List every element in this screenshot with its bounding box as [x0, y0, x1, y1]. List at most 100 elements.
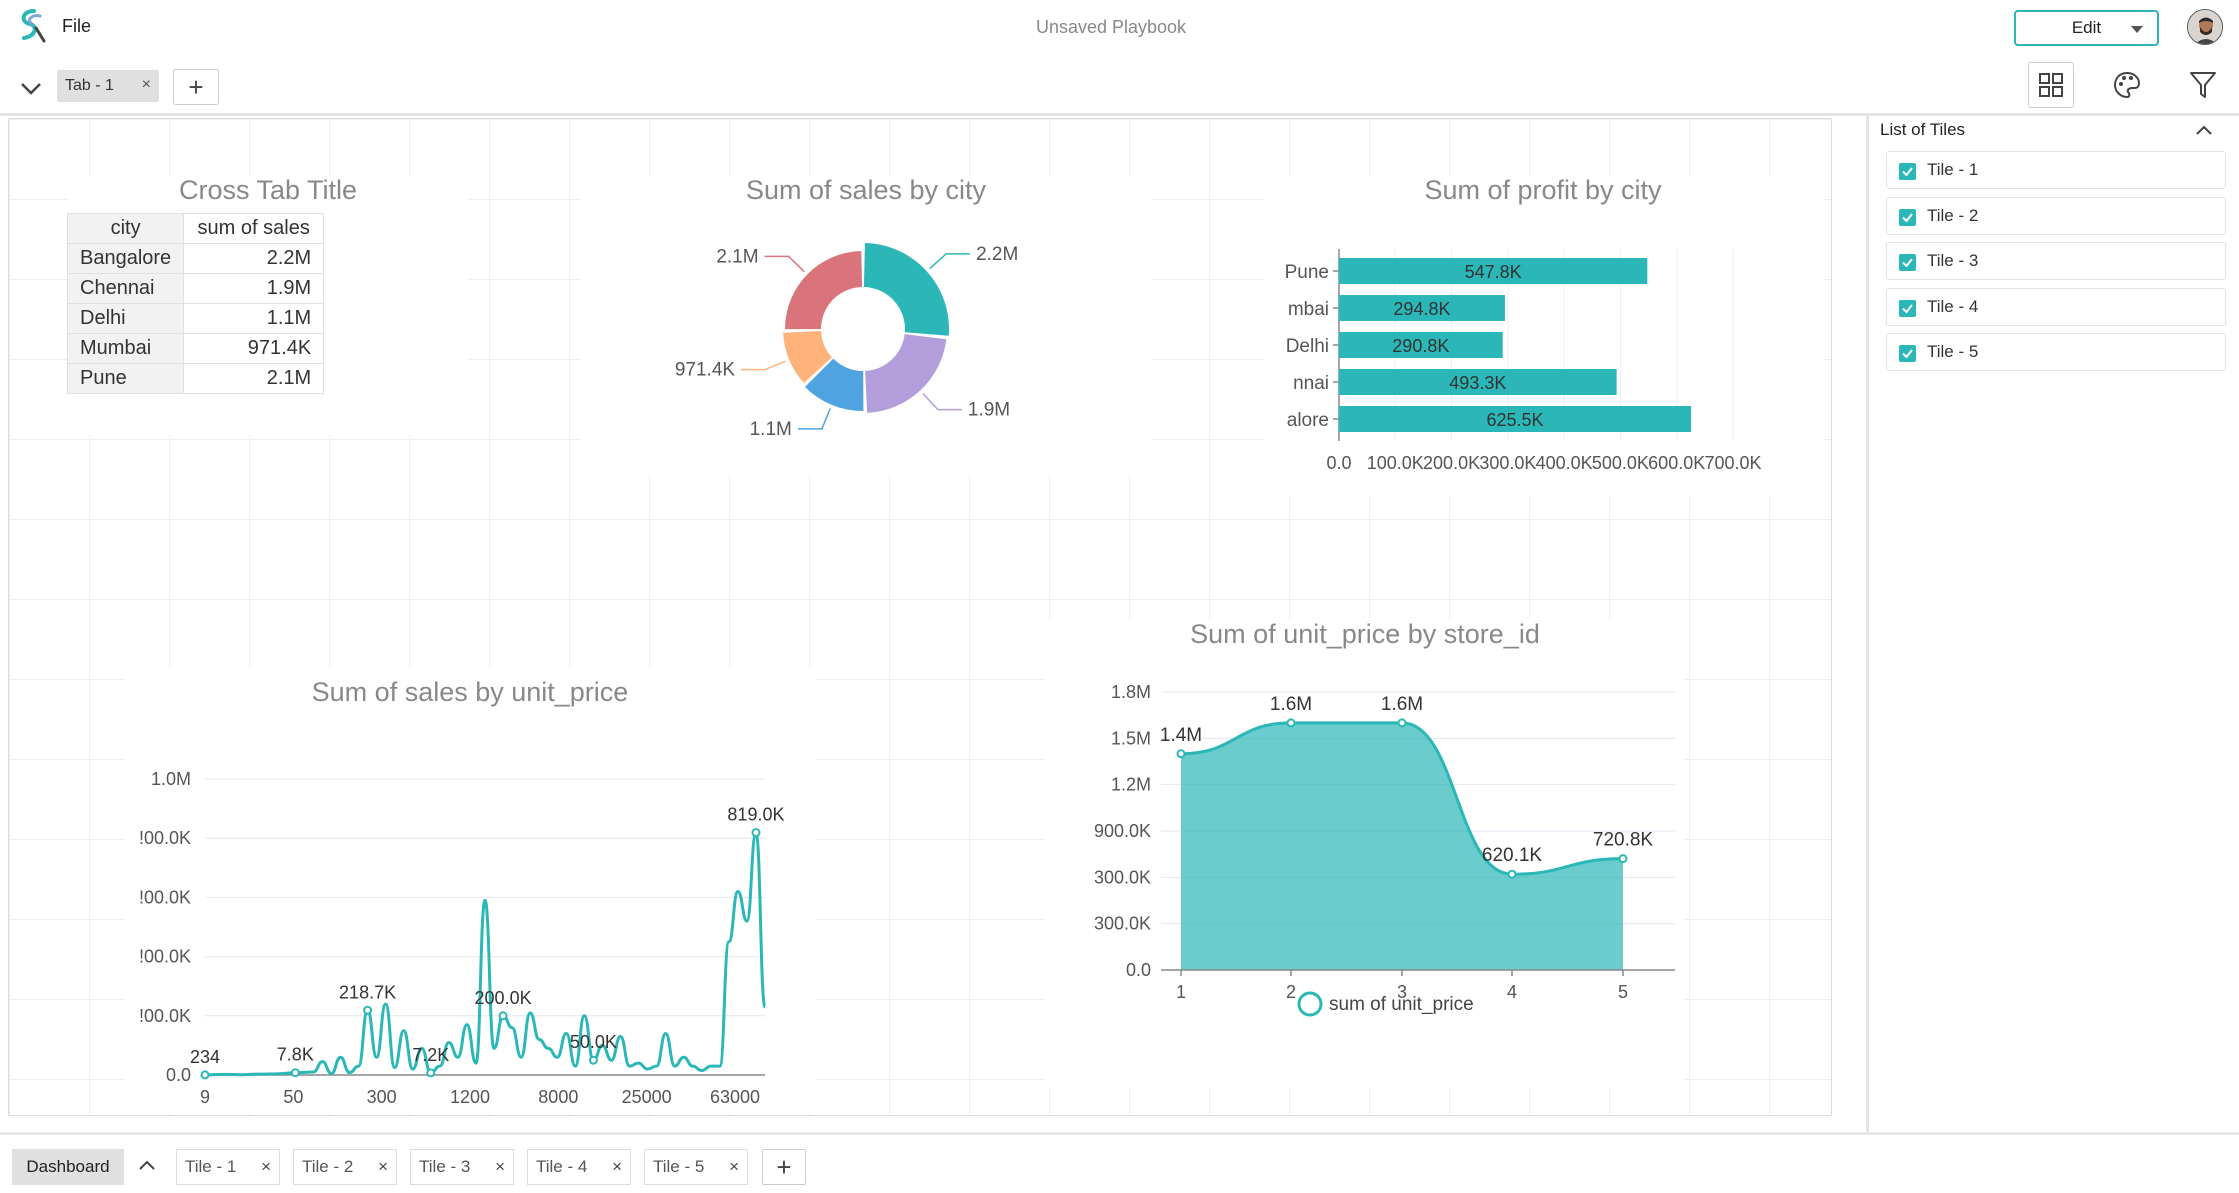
- data-point: [1618, 854, 1628, 864]
- x-tick-label: 25000: [622, 1087, 672, 1107]
- data-label: 1.6M: [1270, 694, 1312, 715]
- donut-slice-label: 971.4K: [675, 360, 736, 381]
- bar-value-label: 625.5K: [1487, 410, 1544, 430]
- y-tick-label: nnai: [1293, 373, 1329, 394]
- layout-grid-button[interactable]: [2028, 62, 2074, 108]
- theme-button[interactable]: [2104, 62, 2150, 108]
- y-tick-label: !00.0K: [139, 1006, 191, 1026]
- tile-title: Sum of sales by unit_price: [311, 677, 629, 707]
- value-cell: 971.4K: [183, 333, 325, 364]
- palette-icon: [2113, 71, 2141, 99]
- y-tick-label: 0.0: [1126, 960, 1151, 980]
- x-tick-label: 100.0K: [1367, 453, 1424, 473]
- checkbox-checked-icon[interactable]: [1899, 300, 1916, 317]
- close-icon[interactable]: ×: [729, 1157, 739, 1176]
- bottom-bar: Dashboard Tile - 1 × Tile - 2 × Tile - 3…: [0, 1132, 2239, 1193]
- tile-list-label: Tile - 5: [1927, 342, 1979, 361]
- close-icon[interactable]: ×: [378, 1157, 388, 1176]
- tile-list-item[interactable]: Tile - 4: [1886, 288, 2226, 326]
- tile-tab[interactable]: Tile - 5 ×: [644, 1149, 748, 1185]
- x-tick-label: 2: [1286, 982, 1296, 1002]
- donut-leader-line: [922, 392, 962, 411]
- series-line: [204, 831, 767, 1077]
- tile-tab[interactable]: Tile - 4 ×: [527, 1149, 631, 1185]
- chevron-up-icon[interactable]: [138, 1159, 156, 1171]
- close-icon[interactable]: ×: [261, 1157, 271, 1176]
- x-tick-label: 4: [1507, 982, 1517, 1002]
- tile-list-item[interactable]: Tile - 2: [1886, 197, 2226, 235]
- donut-leader-line: [929, 253, 971, 270]
- data-label: 720.8K: [1593, 830, 1654, 851]
- user-avatar[interactable]: [2187, 9, 2223, 45]
- donut-slice: [785, 251, 863, 330]
- bar-chart-tile[interactable]: Sum of profit by city 0.0 100.0K 200.0K 300…: [1263, 175, 1823, 495]
- area-fill: [1181, 722, 1623, 970]
- table-row: Delhi 1.1M: [66, 303, 325, 334]
- tile-list-item[interactable]: Tile - 5: [1886, 333, 2226, 371]
- x-tick-label: 8000: [538, 1087, 578, 1107]
- chevron-up-icon[interactable]: [2195, 124, 2213, 136]
- close-tab-icon[interactable]: ×: [141, 76, 151, 93]
- data-point: [363, 1005, 373, 1015]
- tile-list-label: Tile - 1: [1927, 160, 1979, 179]
- add-tile-button[interactable]: +: [762, 1149, 806, 1185]
- bar-value-label: 294.8K: [1393, 299, 1450, 319]
- data-point: [1397, 718, 1407, 728]
- tab-1[interactable]: Tab - 1 ×: [57, 70, 159, 102]
- area-chart-tile[interactable]: Sum of unit_price by store_id 0.0 300.0K 3…: [1045, 619, 1685, 1089]
- city-cell: Delhi: [66, 303, 185, 334]
- table-row: Pune 2.1M: [66, 363, 325, 394]
- column-header: sum of sales: [183, 213, 325, 244]
- y-tick-label: alore: [1287, 410, 1329, 431]
- tile-title: Sum of sales by city: [745, 175, 987, 205]
- x-tick-label: 50: [283, 1087, 303, 1107]
- data-label: 620.1K: [1482, 845, 1543, 866]
- checkbox-checked-icon[interactable]: [1899, 345, 1916, 362]
- donut-slice-label: 1.9M: [968, 400, 1010, 421]
- caret-down-icon: [2131, 26, 2143, 33]
- data-point: [498, 1011, 508, 1021]
- filter-button[interactable]: [2180, 62, 2226, 108]
- checkbox-checked-icon[interactable]: [1899, 209, 1916, 226]
- playbook-title: Unsaved Playbook: [1035, 17, 1187, 37]
- tile-title: Sum of profit by city: [1424, 175, 1662, 205]
- tile-title: Cross Tab Title: [178, 175, 358, 205]
- donut-chart-tile[interactable]: Sum of sales by city 2.2M 1.9M 1.1M 971.4K 2…: [581, 175, 1151, 475]
- tile-tab[interactable]: Tile - 3 ×: [410, 1149, 514, 1185]
- donut-slice-label: 1.1M: [750, 419, 792, 440]
- data-point: [290, 1068, 300, 1078]
- line-chart-tile[interactable]: Sum of sales by unit_price 0.0 !00.0K !00.…: [125, 667, 815, 1113]
- close-icon[interactable]: ×: [495, 1157, 505, 1176]
- donut-slice-label: 2.2M: [976, 244, 1018, 265]
- value-cell: 1.9M: [183, 273, 325, 304]
- tile-list-item[interactable]: Tile - 3: [1886, 242, 2226, 280]
- dashboard-tab[interactable]: Dashboard: [12, 1149, 124, 1185]
- y-tick-label: 1.5M: [1111, 728, 1151, 748]
- y-tick-label: Delhi: [1286, 336, 1329, 357]
- bar: [1339, 332, 1503, 358]
- app-logo-icon[interactable]: [14, 8, 48, 44]
- file-menu[interactable]: File: [62, 16, 92, 36]
- x-tick-label: 0.0: [1326, 453, 1351, 473]
- y-tick-label: 1.8M: [1111, 682, 1151, 702]
- edit-mode-dropdown[interactable]: Edit: [2014, 10, 2159, 46]
- tile-tab-label: Tile - 5: [653, 1157, 705, 1176]
- y-tick-label: 900.0K: [1094, 821, 1151, 841]
- close-icon[interactable]: ×: [612, 1157, 622, 1176]
- tile-tab[interactable]: Tile - 2 ×: [293, 1149, 397, 1185]
- tile-list-item[interactable]: Tile - 1: [1886, 151, 2226, 189]
- tile-list-label: Tile - 2: [1927, 206, 1979, 225]
- cross-tab-tile[interactable]: Cross Tab Title city sum of sales Bangal…: [66, 175, 469, 435]
- data-label: 7.8K: [277, 1045, 314, 1065]
- x-tick-label: 3: [1397, 982, 1407, 1002]
- bar: [1339, 406, 1692, 432]
- donut-slice: [804, 358, 864, 411]
- bar-chart: 0.0 100.0K 200.0K 300.0K 400.0K 500.0K 600.0K 7…: [1285, 249, 1762, 473]
- add-tab-button[interactable]: +: [173, 69, 219, 105]
- donut-slice-label: 2.1M: [716, 246, 758, 267]
- checkbox-checked-icon[interactable]: [1899, 163, 1916, 180]
- tile-tab-label: Tile - 1: [185, 1157, 237, 1176]
- tile-tab[interactable]: Tile - 1 ×: [176, 1149, 280, 1185]
- chevron-down-icon[interactable]: [20, 82, 42, 96]
- checkbox-checked-icon[interactable]: [1899, 254, 1916, 271]
